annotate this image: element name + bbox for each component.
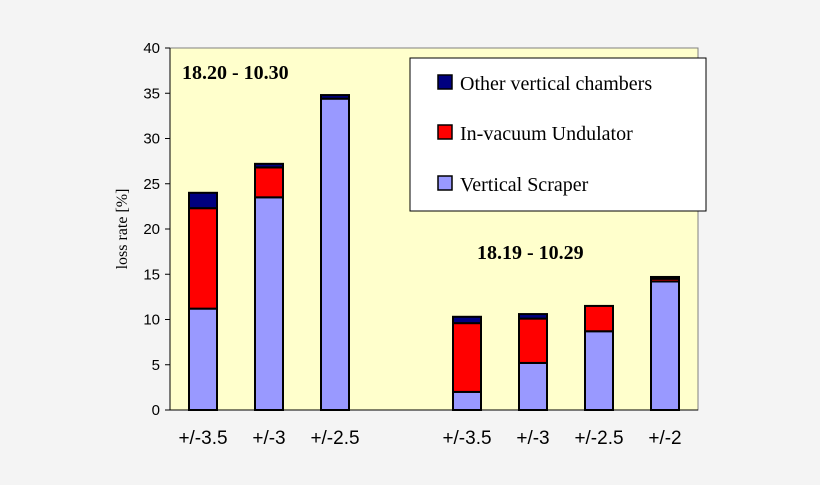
y-tick-label: 40	[143, 40, 160, 57]
bar-segment-other-vertical-chambers	[452, 315, 482, 325]
legend-label-undulator: In-vacuum Undulator	[460, 123, 633, 145]
annotation-group-2: 18.19 - 10.29	[477, 242, 584, 264]
bar-segment-vertical-scraper	[452, 390, 482, 411]
y-tick-label: 35	[143, 85, 160, 102]
bar-segment-vertical-scraper	[254, 196, 284, 411]
annotation-group-1: 18.20 - 10.30	[182, 62, 289, 84]
y-tick-label: 5	[152, 357, 160, 374]
legend: Other vertical chambers In-vacuum Undula…	[409, 57, 707, 212]
bar-segment-in-vacuum-undulator	[188, 207, 218, 310]
x-tick-label: +/-3	[252, 428, 285, 449]
bar-segment-vertical-scraper	[320, 97, 350, 412]
y-tick-label: 25	[143, 176, 160, 193]
y-tick-label: 15	[143, 266, 160, 283]
bar-segment-in-vacuum-undulator	[254, 166, 284, 199]
y-tick-label: 0	[152, 402, 160, 419]
bar-segment-vertical-scraper	[584, 330, 614, 412]
x-tick-label: +/-3.5	[442, 428, 491, 449]
bar-segment-other-vertical-chambers	[518, 313, 548, 320]
x-tick-label: +/-2.5	[574, 428, 623, 449]
x-tick-label: +/-2.5	[310, 428, 359, 449]
legend-box	[409, 57, 707, 212]
y-tick-label: 10	[143, 312, 160, 329]
x-tick-label: +/-3	[516, 428, 549, 449]
bar-segment-other-vertical-chambers	[188, 191, 218, 210]
y-axis: 0 5 10 15 20 25 30 35 40	[143, 40, 171, 419]
legend-label-other: Other vertical chambers	[460, 73, 652, 95]
bar-segment-other-vertical-chambers	[254, 162, 284, 169]
bar-segment-other-vertical-chambers	[650, 275, 680, 280]
y-tick-label: 20	[143, 221, 160, 238]
bar-segment-in-vacuum-undulator	[518, 317, 548, 364]
x-axis: +/-3.5 +/-3 +/-2.5 +/-3.5 +/-3 +/-2.5 +/-2	[170, 409, 698, 449]
legend-swatch-other	[437, 74, 453, 90]
legend-swatch-scraper	[437, 175, 453, 191]
legend-swatch-undulator	[437, 124, 453, 140]
y-tick-label: 30	[143, 131, 160, 148]
x-tick-label: +/-2	[648, 428, 681, 449]
bar-segment-other-vertical-chambers	[320, 94, 350, 100]
bar-segment-in-vacuum-undulator	[452, 322, 482, 393]
legend-label-scraper: Vertical Scraper	[460, 174, 589, 196]
bar-segment-in-vacuum-undulator	[584, 304, 614, 333]
bar-segment-vertical-scraper	[518, 361, 548, 412]
bar-segment-vertical-scraper	[188, 307, 218, 412]
x-tick-label: +/-3.5	[178, 428, 227, 449]
y-axis-label: loss rate [%]	[114, 189, 131, 270]
bar-segment-vertical-scraper	[650, 280, 680, 411]
